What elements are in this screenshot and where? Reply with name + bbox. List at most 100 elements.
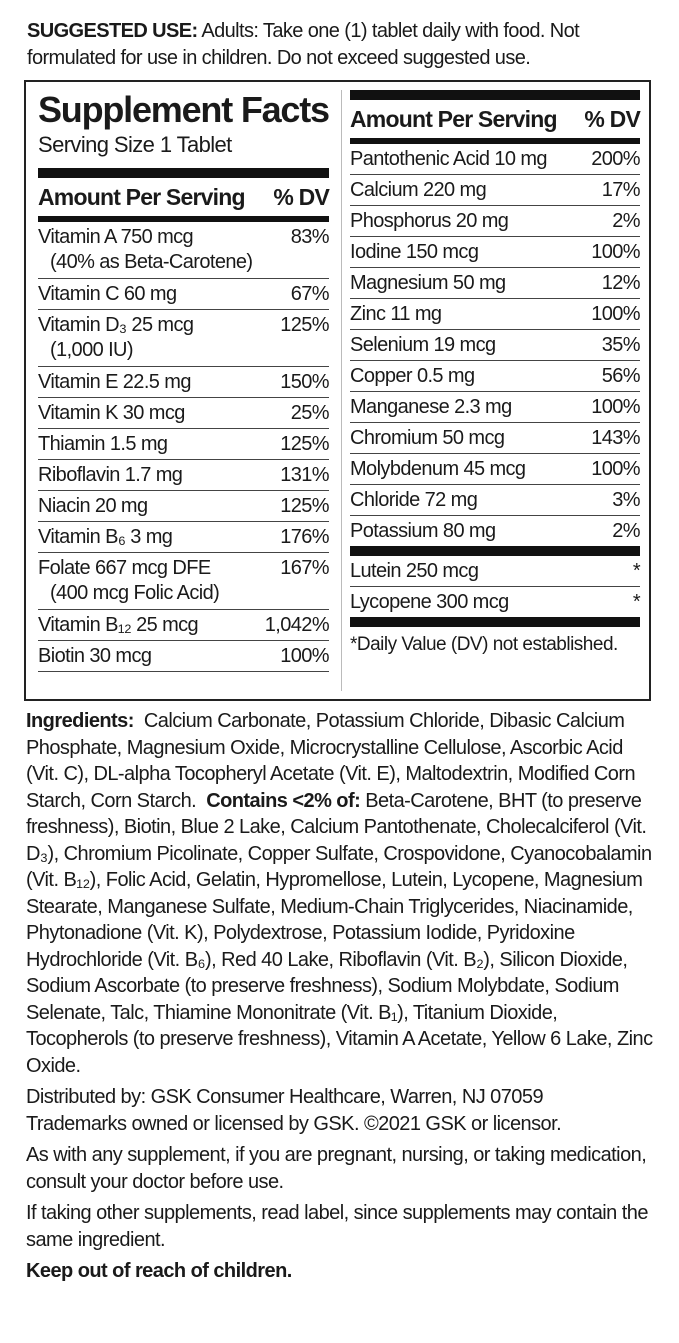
nutrient-name: Zinc 11 mg	[350, 303, 442, 325]
nutrient-line: Magnesium 50 mg 12%	[350, 268, 641, 298]
nutrient-line: Calcium 220 mg 17%	[350, 175, 641, 205]
column-divider	[341, 90, 342, 691]
nutrient-line: Molybdenum 45 mcg 100%	[350, 454, 641, 484]
medium-rule	[38, 216, 329, 222]
nutrient-dv: 176%	[280, 526, 329, 548]
nutrient-row: Vitamin C 60 mg 67%	[38, 279, 330, 310]
nutrient-line: Pantothenic Acid 10 mg 200%	[350, 144, 641, 174]
nutrient-line: Lycopene 300 mcg *	[350, 587, 641, 617]
contains-text: Beta-Carotene, BHT (to preserve freshnes…	[26, 789, 653, 1077]
distributor-line: Trademarks owned or licensed by GSK. ©20…	[26, 1112, 562, 1135]
nutrient-dv: 100%	[591, 241, 640, 263]
nutrient-row: Calcium 220 mg 17%	[350, 175, 641, 206]
nutrient-dv: 25%	[290, 402, 330, 424]
nutrient-row: Iodine 150 mcg 100%	[350, 237, 641, 268]
nutrient-row: Niacin 20 mg 125%	[38, 491, 330, 522]
nutrient-row: Vitamin B₆ 3 mg 176%	[38, 522, 330, 553]
panel-title: Supplement Facts	[38, 89, 330, 130]
nutrient-line: Iodine 150 mcg 100%	[350, 237, 641, 267]
nutrient-dv: 12%	[601, 272, 641, 294]
nutrient-dv: 56%	[601, 365, 641, 387]
nutrient-name: Magnesium 50 mg	[350, 272, 506, 294]
dv-header: % DV	[273, 184, 329, 210]
nutrient-row: Riboflavin 1.7 mg 131%	[38, 460, 330, 491]
nutrient-line: Copper 0.5 mg 56%	[350, 361, 641, 391]
nutrient-line: Phosphorus 20 mg 2%	[350, 206, 641, 236]
note: If taking other supplements, read label,…	[26, 1202, 648, 1251]
nutrient-row: Magnesium 50 mg 12%	[350, 268, 641, 299]
ingredients-label: Ingredients:	[26, 710, 134, 732]
nutrient-dv: 35%	[601, 334, 641, 356]
nutrient-detail: (40% as Beta-Carotene)	[50, 251, 253, 273]
nutrient-dv: 100%	[591, 396, 640, 418]
nutrient-line: Vitamin C 60 mg 67%	[38, 279, 330, 309]
nutrient-line: Manganese 2.3 mg 100%	[350, 392, 641, 422]
nutrient-name: Vitamin C 60 mg	[38, 283, 177, 305]
nutrient-line: Vitamin D₃ 25 mcg 125%	[38, 310, 330, 340]
thick-rule	[350, 90, 640, 100]
nutrient-name: Biotin 30 mcg	[38, 645, 152, 667]
contains-label: Contains <2% of:	[206, 789, 361, 812]
thick-rule	[38, 168, 329, 178]
nutrient-dv: 125%	[280, 495, 329, 517]
left-column: Supplement Facts Serving Size 1 Tablet A…	[38, 89, 330, 672]
nutrient-name: Riboflavin 1.7 mg	[38, 464, 183, 486]
nutrient-name: Phosphorus 20 mg	[350, 210, 509, 232]
nutrient-dv: 100%	[591, 458, 640, 480]
nutrient-row: Thiamin 1.5 mg 125%	[38, 429, 330, 460]
nutrient-row: Vitamin A 750 mcg 83% (40% as Beta-Caroten…	[38, 222, 330, 279]
ingredients: Ingredients: Calcium Carbonate, Potassiu…	[26, 708, 658, 1079]
nutrient-dv: 200%	[591, 148, 640, 170]
nutrient-row: Pantothenic Acid 10 mg 200%	[350, 144, 641, 175]
column-header: Amount Per Serving % DV	[38, 178, 330, 216]
amount-header: Amount Per Serving	[38, 184, 246, 210]
nutrient-line: Vitamin K 30 mcg 25%	[38, 398, 330, 428]
nutrient-dv: 17%	[601, 179, 641, 201]
thick-rule	[350, 617, 640, 627]
nutrient-line: Thiamin 1.5 mg 125%	[38, 429, 330, 459]
nutrient-line: Zinc 11 mg 100%	[350, 299, 641, 329]
nutrient-line: Biotin 30 mcg 100%	[38, 641, 330, 671]
nutrient-row: Vitamin K 30 mcg 25%	[38, 398, 330, 429]
nutrient-dv: 100%	[280, 645, 329, 667]
nutrient-detail: (1,000 IU)	[50, 339, 134, 361]
nutrient-row: Molybdenum 45 mcg 100%	[350, 454, 641, 485]
medium-rule	[350, 138, 640, 144]
nutrient-row: Manganese 2.3 mg 100%	[350, 392, 641, 423]
nutrient-list: Lutein 250 mcg * Lycopene 300 mcg *	[350, 556, 641, 617]
nutrient-name: Lycopene 300 mcg	[350, 591, 509, 613]
nutrient-dv: *	[632, 591, 641, 613]
footnote: *Daily Value (DV) not established.	[350, 634, 618, 655]
thick-rule	[350, 546, 640, 556]
nutrient-dv: 2%	[612, 520, 640, 542]
nutrient-name: Lutein 250 mcg	[350, 560, 479, 582]
nutrient-list: Vitamin A 750 mcg 83% (40% as Beta-Caroten…	[38, 222, 330, 672]
suggested-use-label: SUGGESTED USE:	[27, 20, 198, 42]
nutrient-line: Vitamin B₁₂ 25 mcg 1,042%	[38, 610, 330, 640]
nutrient-dv: 2%	[612, 210, 640, 232]
nutrient-name: Pantothenic Acid 10 mg	[350, 148, 548, 170]
nutrient-name: Vitamin K 30 mcg	[38, 402, 185, 424]
nutrient-dv: 3%	[612, 489, 640, 511]
nutrient-dv: 100%	[591, 303, 640, 325]
nutrient-name: Chromium 50 mcg	[350, 427, 505, 449]
nutrient-line: Folate 667 mcg DFE 167%	[38, 553, 330, 583]
nutrient-row: Zinc 11 mg 100%	[350, 299, 641, 330]
nutrient-name: Molybdenum 45 mcg	[350, 458, 526, 480]
nutrient-line: Selenium 19 mcg 35%	[350, 330, 641, 360]
nutrient-name: Iodine 150 mcg	[350, 241, 479, 263]
nutrient-name: Vitamin B₁₂ 25 mcg	[38, 614, 199, 636]
dv-header: % DV	[584, 106, 640, 132]
amount-header: Amount Per Serving	[350, 106, 558, 132]
nutrient-name: Vitamin E 22.5 mg	[38, 371, 191, 393]
nutrient-line: Chromium 50 mcg 143%	[350, 423, 641, 453]
nutrient-name: Chloride 72 mg	[350, 489, 478, 511]
nutrient-dv: 131%	[280, 464, 329, 486]
nutrient-dv: 143%	[591, 427, 640, 449]
nutrient-dv: 83%	[290, 226, 330, 248]
nutrient-line: Riboflavin 1.7 mg 131%	[38, 460, 330, 490]
nutrient-row: Vitamin D₃ 25 mcg 125% (1,000 IU)	[38, 310, 330, 367]
suggested-use: SUGGESTED USE: Adults: Take one (1) tabl…	[27, 18, 602, 72]
